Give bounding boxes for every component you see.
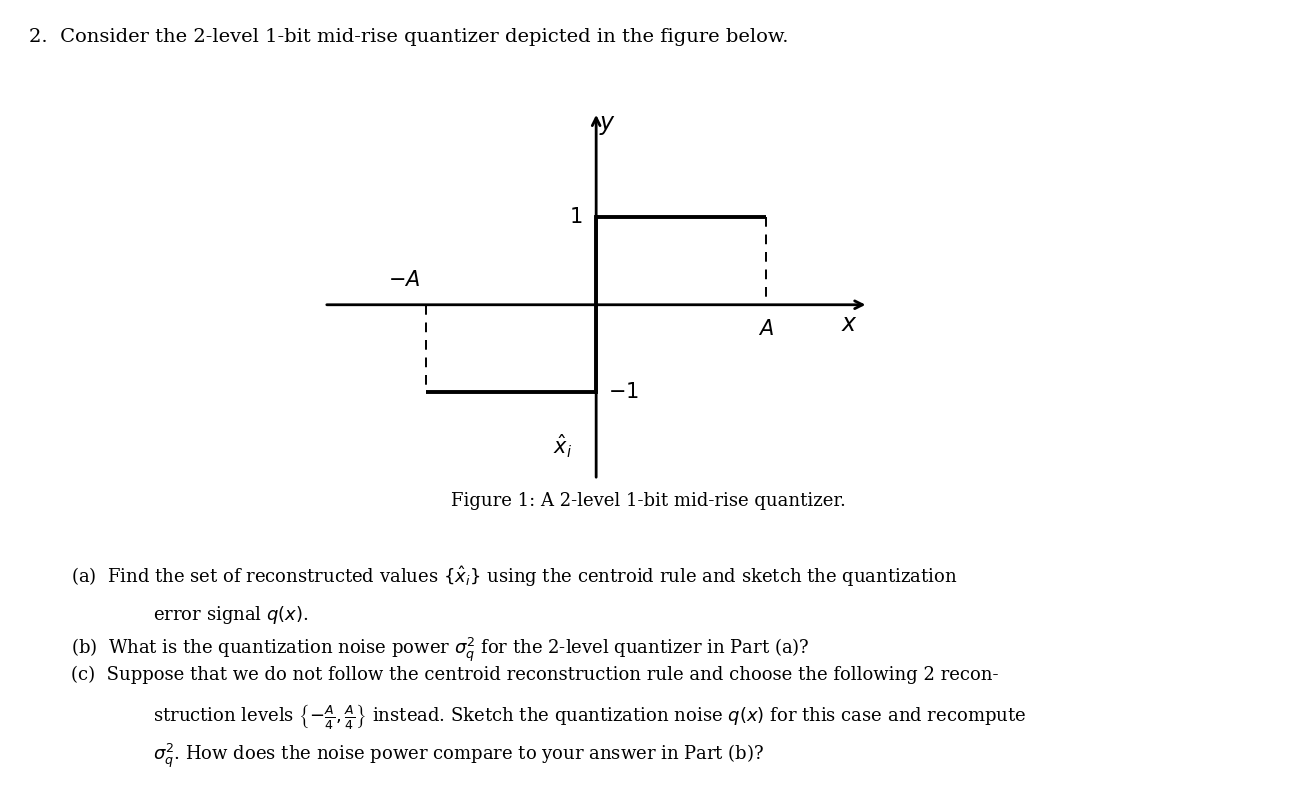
Text: $1$: $1$ [569,207,583,227]
Text: $-1$: $-1$ [608,382,639,402]
Text: struction levels $\left\{-\frac{A}{4}, \frac{A}{4}\right\}$ instead. Sketch the : struction levels $\left\{-\frac{A}{4}, \… [153,702,1026,731]
Text: (c)  Suppose that we do not follow the centroid reconstruction rule and choose t: (c) Suppose that we do not follow the ce… [71,666,999,684]
Text: $y$: $y$ [599,114,616,137]
Text: $x$: $x$ [841,313,858,335]
Text: (a)  Find the set of reconstructed values $\{\hat{x}_i\}$ using the centroid rul: (a) Find the set of reconstructed values… [71,564,958,589]
Text: $\hat{x}_i$: $\hat{x}_i$ [552,433,572,460]
Text: $-A$: $-A$ [388,270,420,290]
Text: Figure 1: A 2-level 1-bit mid-rise quantizer.: Figure 1: A 2-level 1-bit mid-rise quant… [451,492,845,510]
Text: 2.  Consider the 2-level 1-bit mid-rise quantizer depicted in the figure below.: 2. Consider the 2-level 1-bit mid-rise q… [29,28,788,46]
Text: $A$: $A$ [758,319,774,339]
Text: (b)  What is the quantization noise power $\sigma_q^2$ for the 2-level quantizer: (b) What is the quantization noise power… [71,636,810,664]
Text: error signal $q(x)$.: error signal $q(x)$. [153,604,308,626]
Text: $\sigma_q^2$. How does the noise power compare to your answer in Part (b)?: $\sigma_q^2$. How does the noise power c… [153,742,765,770]
